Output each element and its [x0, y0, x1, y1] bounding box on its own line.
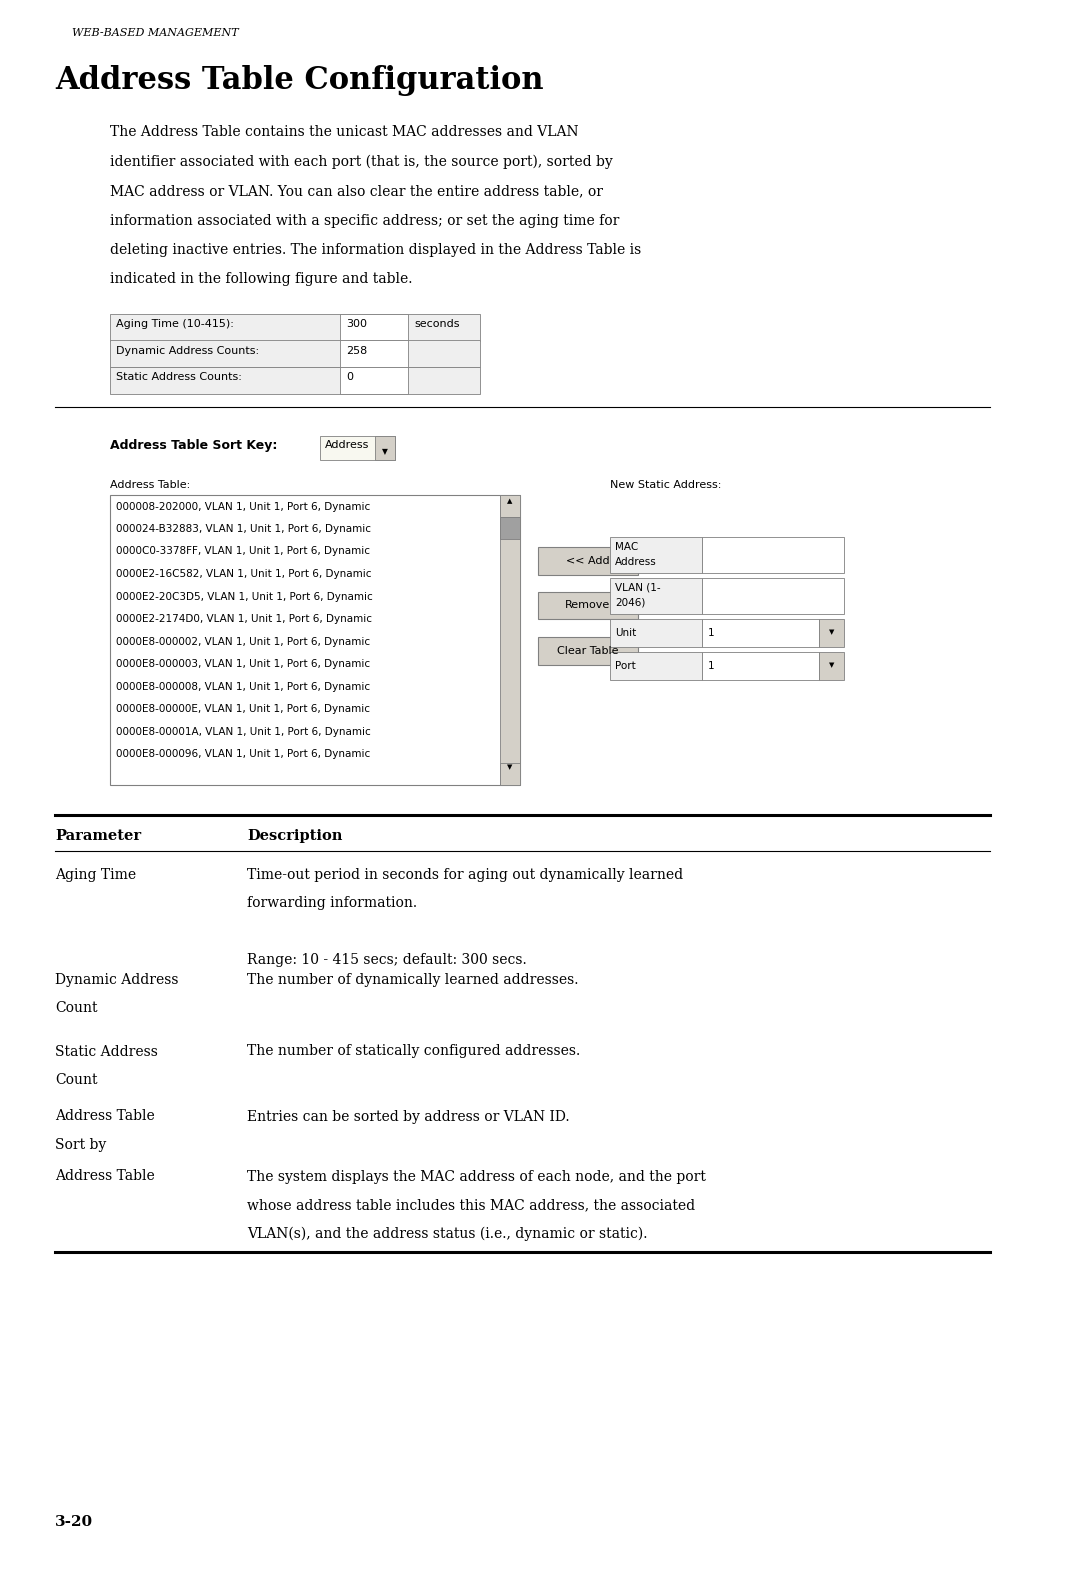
Text: ▼: ▼: [828, 630, 834, 636]
Text: Port: Port: [615, 661, 636, 670]
Bar: [320, 435, 395, 460]
Text: 000024-B32883, VLAN 1, Unit 1, Port 6, Dynamic: 000024-B32883, VLAN 1, Unit 1, Port 6, D…: [116, 524, 372, 534]
Bar: [500, 517, 519, 539]
Text: The number of dynamically learned addresses.: The number of dynamically learned addres…: [247, 972, 579, 986]
Text: The number of statically configured addresses.: The number of statically configured addr…: [247, 1044, 580, 1058]
Text: New Static Address:: New Static Address:: [610, 480, 721, 490]
Text: 0000E2-2174D0, VLAN 1, Unit 1, Port 6, Dynamic: 0000E2-2174D0, VLAN 1, Unit 1, Port 6, D…: [116, 614, 372, 623]
Bar: [702, 652, 819, 680]
Text: Address Table: Address Table: [55, 1110, 154, 1124]
Text: Address Table Sort Key:: Address Table Sort Key:: [110, 438, 278, 452]
Text: Count: Count: [55, 1072, 97, 1086]
Text: indicated in the following figure and table.: indicated in the following figure and ta…: [110, 273, 413, 286]
Bar: [500, 763, 519, 785]
Bar: [340, 341, 408, 367]
Text: ▼: ▼: [828, 663, 834, 669]
Text: The system displays the MAC address of each node, and the port: The system displays the MAC address of e…: [247, 1170, 706, 1184]
Text: Description: Description: [247, 829, 342, 843]
Text: ▼: ▼: [508, 765, 513, 771]
Text: 0000E8-00001A, VLAN 1, Unit 1, Port 6, Dynamic: 0000E8-00001A, VLAN 1, Unit 1, Port 6, D…: [116, 727, 370, 736]
Bar: [538, 546, 638, 575]
Bar: [110, 495, 519, 785]
Text: Address: Address: [325, 440, 369, 449]
Text: 0000E8-00000E, VLAN 1, Unit 1, Port 6, Dynamic: 0000E8-00000E, VLAN 1, Unit 1, Port 6, D…: [116, 703, 370, 714]
Bar: [538, 636, 638, 664]
Text: Range: 10 - 415 secs; default: 300 secs.: Range: 10 - 415 secs; default: 300 secs.: [247, 953, 527, 967]
Text: 258: 258: [346, 345, 367, 355]
Text: Address: Address: [615, 556, 657, 567]
Text: Dynamic Address Counts:: Dynamic Address Counts:: [116, 345, 259, 355]
Text: VLAN(s), and the address status (i.e., dynamic or static).: VLAN(s), and the address status (i.e., d…: [247, 1226, 648, 1240]
Bar: [819, 652, 843, 680]
Text: Address Table: Address Table: [55, 1170, 154, 1184]
Text: Remove: Remove: [565, 600, 610, 611]
Text: Static Address Counts:: Static Address Counts:: [116, 372, 242, 382]
Text: 3-20: 3-20: [55, 1515, 93, 1529]
Bar: [538, 592, 638, 620]
Text: 0000E2-16C582, VLAN 1, Unit 1, Port 6, Dynamic: 0000E2-16C582, VLAN 1, Unit 1, Port 6, D…: [116, 568, 372, 579]
Text: 2046): 2046): [615, 598, 646, 608]
Text: 300: 300: [346, 319, 367, 330]
Bar: [340, 367, 408, 394]
Text: 0000C0-3378FF, VLAN 1, Unit 1, Port 6, Dynamic: 0000C0-3378FF, VLAN 1, Unit 1, Port 6, D…: [116, 546, 370, 556]
Bar: [610, 652, 702, 680]
Text: Parameter: Parameter: [55, 829, 141, 843]
Text: 0000E2-20C3D5, VLAN 1, Unit 1, Port 6, Dynamic: 0000E2-20C3D5, VLAN 1, Unit 1, Port 6, D…: [116, 592, 373, 601]
Text: Entries can be sorted by address or VLAN ID.: Entries can be sorted by address or VLAN…: [247, 1110, 569, 1124]
Text: Sort by: Sort by: [55, 1138, 106, 1152]
Text: 1: 1: [708, 628, 715, 637]
Text: Dynamic Address: Dynamic Address: [55, 972, 178, 986]
Text: 0: 0: [346, 372, 353, 382]
Text: Count: Count: [55, 1002, 97, 1014]
Text: Time-out period in seconds for aging out dynamically learned: Time-out period in seconds for aging out…: [247, 868, 684, 881]
Text: Aging Time: Aging Time: [55, 868, 136, 881]
Text: VLAN (1-: VLAN (1-: [615, 582, 661, 592]
Text: WEB-BASED MANAGEMENT: WEB-BASED MANAGEMENT: [72, 28, 239, 38]
Text: ▲: ▲: [508, 499, 513, 504]
Bar: [610, 619, 702, 647]
Text: 0000E8-000096, VLAN 1, Unit 1, Port 6, Dynamic: 0000E8-000096, VLAN 1, Unit 1, Port 6, D…: [116, 749, 370, 758]
Text: 0000E8-000003, VLAN 1, Unit 1, Port 6, Dynamic: 0000E8-000003, VLAN 1, Unit 1, Port 6, D…: [116, 659, 370, 669]
Text: 1: 1: [708, 661, 715, 670]
Text: seconds: seconds: [414, 319, 459, 330]
Text: MAC address or VLAN. You can also clear the entire address table, or: MAC address or VLAN. You can also clear …: [110, 184, 603, 198]
Text: forwarding information.: forwarding information.: [247, 896, 417, 911]
Text: 000008-202000, VLAN 1, Unit 1, Port 6, Dynamic: 000008-202000, VLAN 1, Unit 1, Port 6, D…: [116, 501, 370, 512]
Text: information associated with a specific address; or set the aging time for: information associated with a specific a…: [110, 214, 619, 228]
Bar: [702, 578, 843, 614]
Text: 0000E8-000002, VLAN 1, Unit 1, Port 6, Dynamic: 0000E8-000002, VLAN 1, Unit 1, Port 6, D…: [116, 636, 370, 647]
Bar: [702, 619, 819, 647]
Text: MAC: MAC: [615, 542, 638, 551]
Text: whose address table includes this MAC address, the associated: whose address table includes this MAC ad…: [247, 1198, 696, 1212]
Bar: [110, 367, 480, 394]
Bar: [610, 537, 702, 573]
Bar: [500, 495, 519, 517]
Bar: [110, 314, 480, 341]
Text: Address Table Configuration: Address Table Configuration: [55, 64, 543, 96]
Text: Address Table:: Address Table:: [110, 480, 190, 490]
Bar: [340, 314, 408, 341]
Text: 0000E8-000008, VLAN 1, Unit 1, Port 6, Dynamic: 0000E8-000008, VLAN 1, Unit 1, Port 6, D…: [116, 681, 370, 691]
Bar: [702, 537, 843, 573]
Text: << Add: << Add: [566, 556, 610, 565]
Bar: [375, 435, 395, 460]
Text: Clear Table: Clear Table: [557, 645, 619, 656]
Bar: [610, 578, 702, 614]
Text: Aging Time (10-415):: Aging Time (10-415):: [116, 319, 234, 330]
Text: Static Address: Static Address: [55, 1044, 158, 1058]
Text: The Address Table contains the unicast MAC addresses and VLAN: The Address Table contains the unicast M…: [110, 126, 579, 140]
Bar: [819, 619, 843, 647]
Text: ▼: ▼: [382, 447, 388, 457]
Bar: [110, 341, 480, 367]
Text: deleting inactive entries. The information displayed in the Address Table is: deleting inactive entries. The informati…: [110, 243, 642, 257]
Text: identifier associated with each port (that is, the source port), sorted by: identifier associated with each port (th…: [110, 154, 612, 170]
Bar: [500, 495, 519, 785]
Text: Unit: Unit: [615, 628, 636, 637]
